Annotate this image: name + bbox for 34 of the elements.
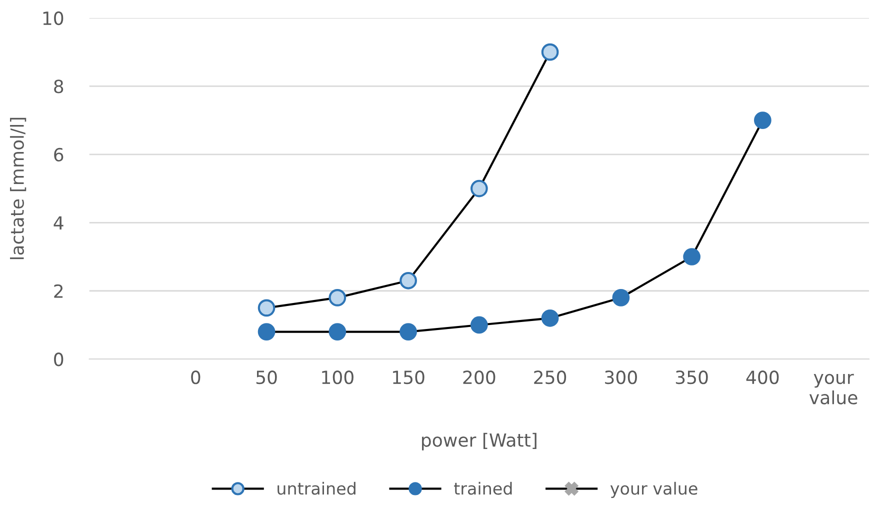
x-tick-label: 200: [463, 370, 496, 384]
x-tick-label: 100: [322, 370, 354, 384]
x-tick-label: 150: [393, 370, 424, 384]
point: [400, 272, 417, 290]
x-tick-label: your value: [809, 374, 858, 404]
y-axis-title: lactate [mmol/l]: [10, 118, 26, 260]
point: [470, 316, 488, 334]
point: [683, 248, 700, 266]
y-tick-label: 4: [54, 216, 64, 230]
point: [541, 309, 559, 327]
y-tick-label: 8: [54, 80, 64, 94]
point: [612, 289, 630, 306]
point: [754, 112, 772, 129]
x-tick-label: 400: [746, 370, 779, 384]
legend-label: untrained: [278, 482, 356, 495]
y-tick-label: 10: [43, 11, 64, 26]
y-tick-label: 0: [54, 352, 64, 366]
legend-label: your value: [610, 482, 698, 498]
point: [400, 323, 417, 340]
x-tick-label: 300: [605, 370, 637, 384]
x-tick-label: 50: [256, 370, 277, 384]
point: [328, 289, 346, 306]
x-tick-label: 350: [676, 370, 708, 384]
legend-label: trained: [454, 482, 512, 495]
x-tick-label: 250: [534, 370, 566, 384]
point: [258, 323, 276, 340]
point: [470, 180, 488, 198]
y-tick-label: 2: [54, 284, 63, 298]
x-axis-title: power [Watt]: [422, 432, 536, 450]
x-tick-label: 0: [191, 370, 200, 384]
point: [258, 299, 276, 317]
y-tick-label: 6: [54, 148, 64, 162]
point: [328, 323, 346, 340]
point: [541, 43, 559, 61]
